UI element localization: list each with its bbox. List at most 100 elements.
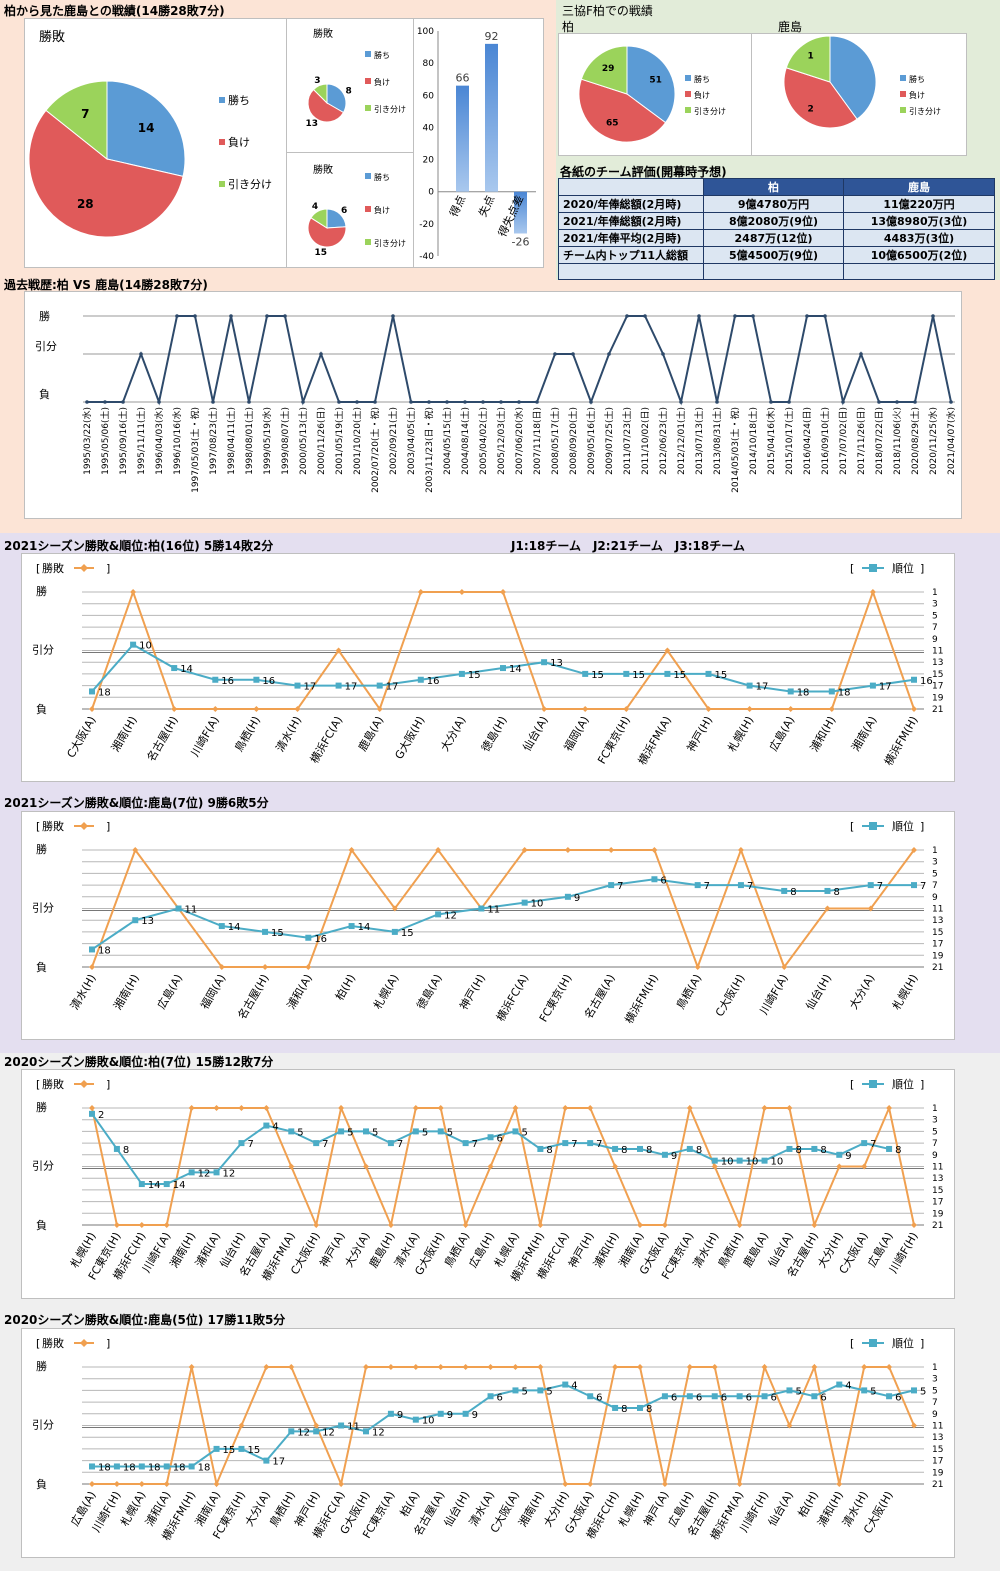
result-point bbox=[521, 847, 528, 853]
rank-point bbox=[911, 1387, 917, 1394]
result-point bbox=[582, 706, 589, 712]
rank-point bbox=[562, 1140, 569, 1147]
result-point bbox=[188, 1364, 195, 1370]
result-point bbox=[861, 1364, 868, 1370]
opponent-label: 徳島(A) bbox=[414, 972, 445, 1012]
opponent-label: 浦和(H) bbox=[808, 714, 839, 754]
rank-point bbox=[886, 1393, 893, 1400]
history-date-label: 2004/08/14(土) bbox=[459, 407, 471, 475]
rank-point bbox=[238, 1140, 245, 1147]
pie-data-label: 4 bbox=[312, 202, 318, 212]
result-point bbox=[138, 1481, 145, 1487]
result-point bbox=[836, 1163, 843, 1170]
rank-data-label: 15 bbox=[271, 928, 284, 939]
rank-data-label: 5 bbox=[870, 1386, 876, 1397]
result-point bbox=[412, 1105, 419, 1111]
opponent-label: 徳島(H) bbox=[478, 714, 510, 755]
result-point bbox=[348, 847, 355, 853]
history-date-label: 2012/06/23(土) bbox=[657, 407, 669, 475]
rank-point bbox=[761, 1157, 768, 1164]
result-line bbox=[91, 1104, 915, 1229]
rank-tick-label: 9 bbox=[932, 893, 938, 903]
history-point bbox=[175, 314, 179, 318]
rank-point bbox=[836, 1381, 843, 1388]
rank-data-label: 16 bbox=[221, 676, 234, 687]
result-point bbox=[294, 706, 301, 712]
rank-point bbox=[89, 1463, 95, 1470]
rank-point bbox=[338, 1422, 345, 1429]
pie-data-label: 3 bbox=[314, 76, 320, 86]
history-date-label: 2016/04/24(日) bbox=[802, 407, 813, 475]
rank-data-label: 10 bbox=[746, 1157, 759, 1168]
rank-data-label: 18 bbox=[98, 687, 111, 698]
history-date-label: 2013/08/31(土) bbox=[711, 407, 723, 475]
legend-label: 勝敗 bbox=[42, 819, 64, 833]
pie-data-label: 28 bbox=[77, 197, 94, 211]
opponent-label: 浦和(A) bbox=[285, 972, 315, 1012]
rank-point bbox=[348, 923, 355, 930]
history-point bbox=[283, 314, 287, 318]
rank-data-label: 14 bbox=[148, 1180, 161, 1191]
legend-label: 順位 bbox=[892, 561, 914, 575]
rank-data-label: 5 bbox=[447, 1127, 453, 1138]
opponent-label: 札幌(A) bbox=[370, 972, 401, 1012]
result-point bbox=[338, 1105, 345, 1111]
legend-bracket: [ bbox=[850, 562, 854, 575]
season-axis-label: 引分 bbox=[32, 901, 54, 915]
result-point bbox=[587, 1481, 594, 1487]
result-point bbox=[562, 1481, 569, 1487]
rank-point bbox=[737, 882, 744, 889]
rank-point bbox=[113, 1145, 120, 1152]
rank-tick-label: 3 bbox=[932, 858, 938, 868]
pie-title: 勝敗 bbox=[313, 163, 333, 176]
rank-data-label: 11 bbox=[347, 1422, 360, 1433]
result-point bbox=[512, 1105, 519, 1111]
history-point bbox=[553, 352, 557, 356]
history-axis-label: 勝 bbox=[39, 309, 50, 323]
rank-data-label: 12 bbox=[444, 910, 457, 921]
result-point bbox=[911, 847, 917, 853]
opponent-label: 横浜FM(A) bbox=[635, 714, 674, 768]
bar bbox=[456, 85, 469, 192]
history-point bbox=[373, 400, 377, 404]
history-date-label: 2008/05/17(土) bbox=[549, 407, 561, 475]
history-date-label: 1996/10/16(水) bbox=[171, 407, 183, 475]
rank-tick-label: 15 bbox=[932, 1186, 943, 1196]
opponent-label: 名古屋(A) bbox=[581, 972, 618, 1022]
rank-data-label: 10 bbox=[422, 1416, 435, 1427]
legend-swatch bbox=[685, 107, 691, 113]
bar-category-label: 失点 bbox=[476, 193, 497, 218]
bar-y-tick: 0 bbox=[428, 188, 434, 198]
rank-point bbox=[736, 1393, 743, 1400]
result-point bbox=[886, 1364, 893, 1370]
rank-tick-label: 9 bbox=[932, 635, 938, 645]
result-point bbox=[89, 964, 95, 970]
pie-data-label: 6 bbox=[341, 206, 347, 216]
rank-data-label: 11 bbox=[487, 905, 500, 916]
rank-tick-label: 15 bbox=[932, 928, 943, 938]
result-point bbox=[212, 706, 219, 712]
result-point bbox=[213, 1105, 220, 1111]
rank-tick-label: 7 bbox=[932, 1139, 938, 1149]
pie-data-label: 2 bbox=[807, 105, 813, 115]
rank-point bbox=[787, 688, 794, 695]
rank-point bbox=[694, 882, 701, 889]
result-point bbox=[412, 1364, 419, 1370]
opponent-label: 湘南(H) bbox=[110, 972, 142, 1013]
rank-data-label: 15 bbox=[247, 1445, 260, 1456]
legend-bracket: ] bbox=[106, 820, 110, 833]
result-point bbox=[911, 1222, 917, 1228]
pie-data-label: 51 bbox=[649, 76, 662, 86]
pie-data-label: 65 bbox=[606, 118, 619, 128]
bar bbox=[485, 43, 498, 192]
result-point bbox=[130, 589, 137, 595]
rank-point bbox=[138, 1463, 145, 1470]
eval-row bbox=[558, 263, 995, 280]
history-point bbox=[139, 352, 143, 356]
result-point bbox=[363, 1364, 369, 1370]
result-point bbox=[238, 1105, 245, 1111]
rank-point bbox=[564, 893, 571, 900]
history-axis-label: 引分 bbox=[35, 339, 57, 353]
label-kashima: 鹿島 bbox=[778, 20, 803, 34]
